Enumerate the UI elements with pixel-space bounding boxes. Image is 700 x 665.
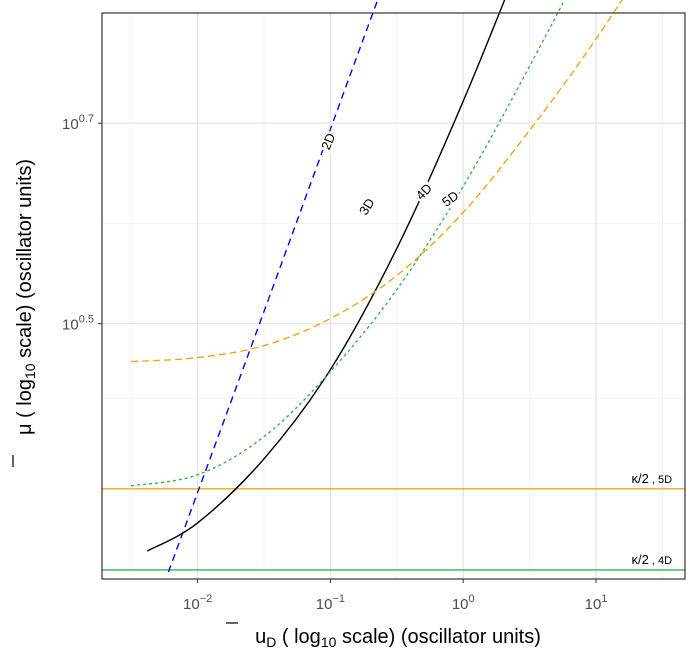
curve-label-bg: [410, 178, 437, 205]
tick-exponent: 0: [469, 593, 475, 605]
curve-label-3D: 3D: [354, 193, 379, 220]
series-line-4D: [131, 0, 566, 487]
x-axis-title-sub: D: [266, 634, 276, 650]
curve-label-bg: [437, 185, 463, 211]
x-tick-label: 10−2: [183, 593, 212, 613]
tick-base: 10: [585, 596, 602, 613]
grid: [102, 13, 685, 579]
y-axis-title-rest: ( log: [14, 379, 36, 423]
tick-base: 10: [452, 596, 469, 613]
x-axis-title: uD ( log10 scale) (oscillator units): [255, 626, 541, 650]
x-axis-title-tail: scale) (oscillator units): [336, 626, 541, 648]
x-axis-title-rest: ( log: [276, 626, 320, 648]
y-axis-title-tail: scale) (oscillator units): [14, 159, 36, 364]
y-tick-label: 100.5: [62, 314, 94, 334]
tick-exponent: 0.7: [79, 113, 94, 125]
reference-line-label: κ/2 , 5D: [632, 471, 673, 486]
series-line-3D: [146, 0, 506, 552]
y-axis-title-rest-sub: 10: [22, 363, 38, 379]
series-line-5D: [131, 0, 623, 363]
curve-label-text: 2D: [318, 131, 338, 152]
x-axis-title-main: u: [255, 626, 266, 648]
curve-label-text: 3D: [356, 196, 378, 218]
reference-label-rest: , 5D: [649, 474, 672, 486]
tick-exponent: −2: [200, 593, 213, 605]
tick-base: 10: [62, 317, 79, 334]
tick-base: 10: [316, 596, 333, 613]
tick-exponent: 0.5: [79, 314, 94, 326]
y-tick-label: 100.7: [62, 113, 94, 133]
x-tick-label: 100: [452, 593, 475, 613]
tick-exponent: −1: [332, 593, 345, 605]
y-axis-title: μ ( log10 scale) (oscillator units): [14, 159, 38, 435]
y-axis-title-main: μ: [14, 424, 36, 436]
series-group: [131, 0, 623, 573]
reference-label-rest: , 4D: [649, 555, 672, 567]
x-tick-label: 101: [585, 593, 608, 613]
reference-label-main: κ/2: [632, 552, 649, 567]
curve-label-bg: [316, 128, 339, 154]
curve-label-bg: [354, 193, 379, 220]
x-tick-label: 10−1: [316, 593, 345, 613]
tick-base: 10: [62, 116, 79, 133]
curve-label-2D: 2D: [316, 128, 339, 154]
tick-base: 10: [183, 596, 200, 613]
tick-exponent: 1: [601, 593, 607, 605]
panel-background: [102, 13, 685, 579]
reference-line-label: κ/2 , 4D: [632, 552, 673, 567]
panel-border: [101, 12, 686, 580]
reference-label-main: κ/2: [632, 471, 649, 486]
x-axis: 10−2 10−1 100 101: [183, 579, 607, 613]
x-axis-title-rest-sub: 10: [321, 634, 337, 650]
